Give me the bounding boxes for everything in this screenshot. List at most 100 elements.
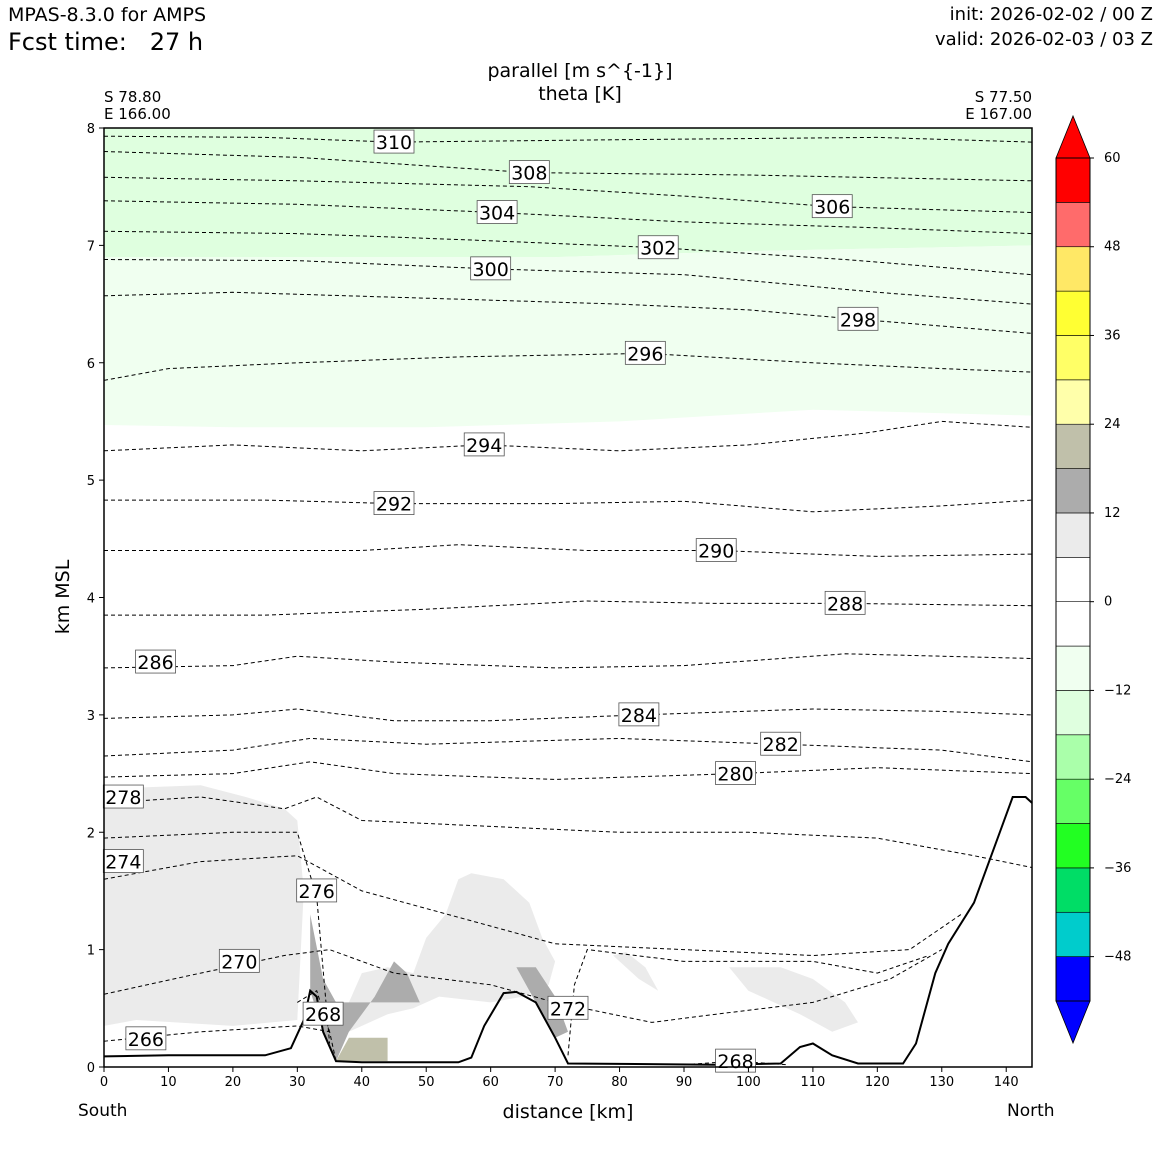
colorbar-tick-label: −48 <box>1104 950 1131 965</box>
colorbar-segment <box>1055 911 1091 957</box>
theta-contour-304 <box>104 200 1032 235</box>
colorbar-frame <box>1055 157 1091 1002</box>
colorbar-tick-label: −24 <box>1104 772 1131 787</box>
chart-title-wind: parallel [m s^{-1}] <box>487 60 673 82</box>
theta-label-box <box>618 702 660 727</box>
colorbar-segment <box>1055 202 1091 248</box>
north-label: North <box>1007 1101 1055 1121</box>
theta-contour-298 <box>104 291 1032 334</box>
wind-fill-layer <box>104 128 1032 1062</box>
theta-contour-labels: 266 268 268 270 272 274 276 278 280 282 284 286 288 2… <box>102 129 879 1073</box>
init-time: init: 2026-02-02 / 00 Z <box>949 4 1153 25</box>
valid-time: valid: 2026-02-03 / 03 Z <box>935 29 1153 50</box>
wind-fill-light-gray-low <box>104 785 304 1026</box>
theta-label-294: 294 <box>463 432 505 457</box>
x-tick-label: 10 <box>160 1075 177 1090</box>
colorbar-tick-label: 24 <box>1104 417 1121 432</box>
theta-label-text: 274 <box>105 852 141 874</box>
model-name: MPAS-8.3.0 for AMPS <box>8 4 207 26</box>
theta-contour-layer <box>104 135 1032 1066</box>
x-tick-label: 140 <box>994 1075 1019 1090</box>
theta-contour-290 <box>104 544 1032 557</box>
colorbar-tick-label: 36 <box>1104 328 1121 343</box>
theta-label-274: 274 <box>102 849 144 874</box>
colorbar-segment <box>1055 379 1091 425</box>
theta-label-text: 308 <box>511 163 547 185</box>
theta-label-box <box>296 878 338 903</box>
wind-fill-light-green-upper <box>104 128 1032 258</box>
x-tick-label: 30 <box>289 1075 306 1090</box>
wind-fill-light-gray-d <box>613 952 659 991</box>
y-tick-label: 8 <box>87 122 95 137</box>
theta-contour-276 <box>104 831 331 1044</box>
theta-contour-280 <box>104 761 1032 780</box>
theta-label-text: 280 <box>717 764 753 786</box>
theta-label-box <box>302 1001 344 1026</box>
colorbar-extend-high <box>1055 114 1091 159</box>
colorbar-segment <box>1055 468 1091 514</box>
theta-label-270: 270 <box>218 948 260 973</box>
x-tick-label: 110 <box>800 1075 825 1090</box>
theta-label-286: 286 <box>135 649 176 674</box>
theta-contour-274 <box>104 855 962 957</box>
theta-contour-282 <box>104 737 1032 763</box>
theta-label-text: 306 <box>814 197 850 219</box>
theta-label-box <box>811 194 853 219</box>
theta-label-282: 282 <box>760 731 802 756</box>
wind-fill-light-gray-b <box>336 873 556 1032</box>
theta-contour-294 <box>104 420 1032 452</box>
theta-label-text: 292 <box>376 494 412 516</box>
y-axis-label: km MSL <box>52 559 74 634</box>
theta-label-text: 272 <box>550 998 586 1020</box>
theta-contour-270 <box>104 949 943 1023</box>
colorbar-extend-low <box>1055 1000 1091 1045</box>
theta-label-266: 266 <box>125 1026 167 1051</box>
y-tick-label: 0 <box>87 1061 95 1076</box>
x-tick-label: 40 <box>354 1075 371 1090</box>
theta-label-306: 306 <box>811 194 853 219</box>
colorbar-segment <box>1055 601 1091 647</box>
theta-label-box <box>218 948 260 973</box>
x-tick-label: 60 <box>482 1075 499 1090</box>
x-axis-label: distance [km] <box>503 1101 634 1123</box>
wind-fill-olive-gray <box>336 1037 388 1062</box>
y-tick-label: 3 <box>87 709 95 724</box>
colorbar-segment <box>1055 956 1091 1002</box>
theta-label-box <box>624 340 666 365</box>
colorbar-tick-label: 12 <box>1104 506 1121 521</box>
theta-label-text: 290 <box>698 541 734 563</box>
colorbar-tick-label: 60 <box>1104 151 1121 166</box>
colorbar-segment <box>1055 734 1091 780</box>
theta-label-box <box>715 761 756 785</box>
theta-contour-310 <box>104 135 1032 143</box>
left-lat: S 78.80 <box>104 88 162 106</box>
theta-label-284: 284 <box>618 702 660 727</box>
theta-label-268: 268 <box>715 1048 756 1073</box>
theta-label-text: 294 <box>466 435 502 457</box>
theta-label-276: 276 <box>296 878 338 903</box>
theta-label-box <box>373 129 415 154</box>
theta-contour-302 <box>104 230 1032 276</box>
theta-contour-288 <box>104 600 1032 616</box>
theta-label-box <box>125 1026 167 1051</box>
colorbar-tick-label: −36 <box>1104 861 1131 876</box>
theta-label-box <box>837 306 879 331</box>
theta-contour-272 <box>567 949 930 1056</box>
colorbar-segment <box>1055 778 1091 824</box>
theta-contour-308 <box>104 151 1032 182</box>
x-axis-ticks: 0 10 20 30 40 50 60 70 80 90 100 110 120 130 140 <box>100 1067 1019 1090</box>
y-tick-label: 2 <box>87 826 95 841</box>
theta-label-box <box>463 432 505 457</box>
colorbar-segment <box>1055 290 1091 336</box>
colorbar-segment <box>1055 423 1091 469</box>
colorbar-segment <box>1055 335 1091 381</box>
theta-contour-284 <box>104 708 1032 722</box>
theta-label-308: 308 <box>508 160 550 185</box>
theta-label-278: 278 <box>102 784 144 809</box>
y-tick-label: 4 <box>87 592 95 607</box>
theta-label-text: 300 <box>473 259 509 281</box>
theta-label-text: 270 <box>221 951 257 973</box>
theta-label-box <box>476 200 518 224</box>
x-tick-label: 0 <box>100 1075 108 1090</box>
y-tick-label: 7 <box>87 239 95 254</box>
